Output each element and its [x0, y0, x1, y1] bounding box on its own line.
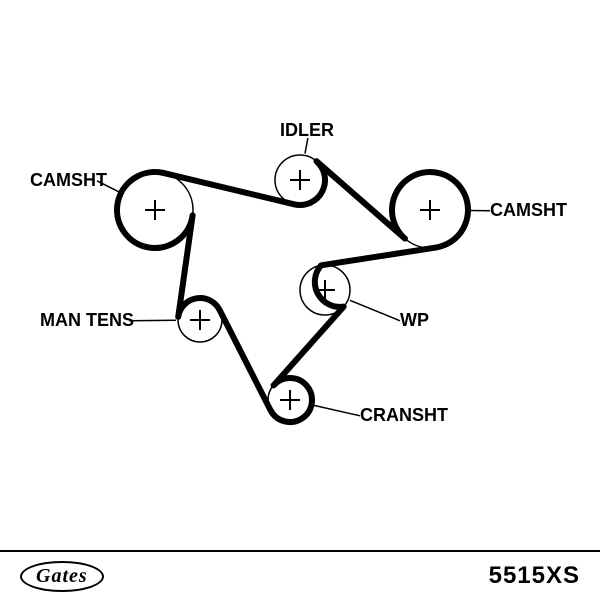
leader-tensioner — [129, 320, 176, 321]
brand-logo: Gates — [20, 561, 104, 592]
label-tensioner: MAN TENS — [40, 310, 134, 331]
label-camshaft_right: CAMSHT — [490, 200, 567, 221]
belt-path — [117, 161, 468, 422]
footer-bar: Gates 5515XS — [0, 550, 600, 600]
belt-routing-diagram — [0, 0, 600, 600]
label-idler: IDLER — [280, 120, 334, 141]
leader-water_pump — [350, 300, 400, 321]
part-number: 5515XS — [489, 562, 580, 590]
label-water_pump: WP — [400, 310, 429, 331]
label-crankshaft: CRANSHT — [360, 405, 448, 426]
label-camshaft_left: CAMSHT — [30, 170, 107, 191]
leader-crankshaft — [313, 405, 360, 416]
